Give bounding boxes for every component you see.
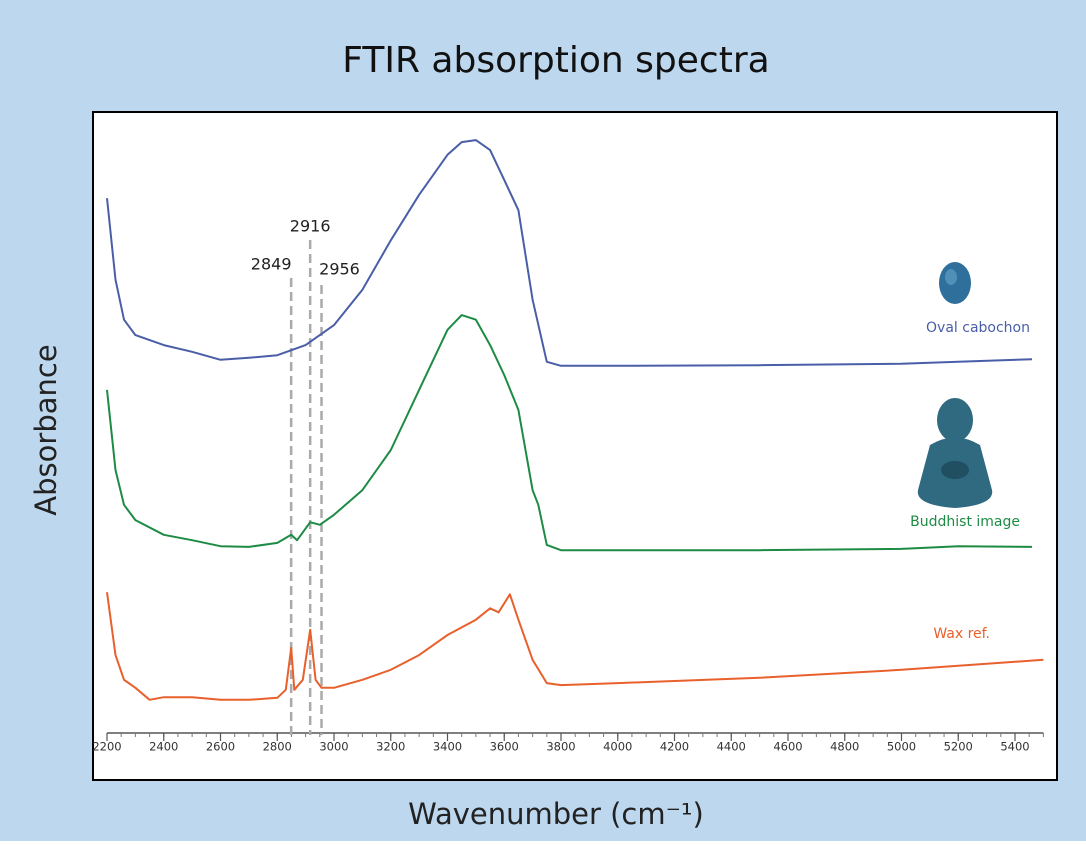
buddha-head: [937, 398, 973, 442]
cabochon-image: [939, 262, 971, 304]
x-axis-label: Wavenumber (cm⁻¹): [408, 797, 704, 831]
x-tick-label: 4800: [830, 740, 859, 754]
x-tick-label: 3400: [433, 740, 462, 754]
x-tick-label: 4400: [717, 740, 746, 754]
series-label: Oval cabochon: [926, 320, 1030, 336]
buddha-image: [917, 398, 993, 508]
x-tick-label: 3600: [490, 740, 519, 754]
x-tick-label: 5200: [944, 740, 973, 754]
x-tick-label: 2400: [149, 740, 178, 754]
x-tick-label: 5000: [887, 740, 916, 754]
x-tick-label: 3200: [376, 740, 405, 754]
x-tick-label: 2200: [92, 740, 121, 754]
cabochon-highlight: [945, 269, 957, 285]
plot-area: [92, 111, 1058, 781]
series-line: [106, 314, 1033, 552]
x-tick-label: 4600: [773, 740, 802, 754]
x-tick-label: 4000: [603, 740, 632, 754]
x-tick-label: 2800: [263, 740, 292, 754]
x-tick-label: 2600: [206, 740, 235, 754]
buddha-hands: [941, 461, 969, 479]
marker-label: 2916: [290, 217, 331, 236]
chart-title: FTIR absorption spectra: [342, 40, 769, 81]
marker-label: 2956: [319, 260, 360, 279]
x-tick-label: 3800: [546, 740, 575, 754]
x-tick-label: 5400: [1000, 740, 1029, 754]
x-tick-label: 3000: [319, 740, 348, 754]
series-label: Buddhist image: [910, 514, 1020, 530]
series-label: Wax ref.: [933, 626, 990, 642]
x-tick-label: 4200: [660, 740, 689, 754]
y-axis-label: Absorbance: [29, 344, 63, 515]
marker-label: 2849: [251, 255, 292, 274]
series-line: [106, 592, 1044, 701]
series-line: [106, 139, 1033, 367]
